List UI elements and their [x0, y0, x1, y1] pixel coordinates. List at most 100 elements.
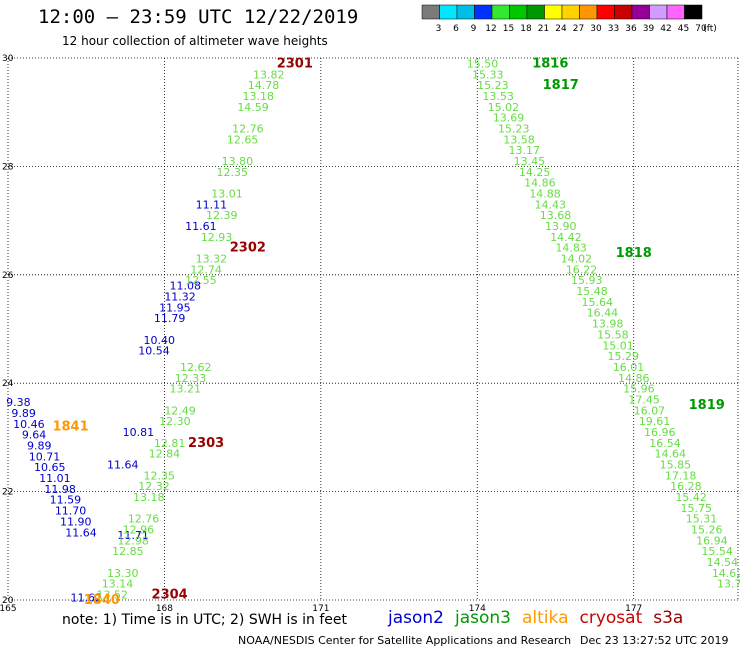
colorbar-label: 39: [643, 24, 655, 34]
colorbar-label: 21: [538, 24, 549, 34]
wave-height-value: 15.85: [660, 459, 692, 472]
x-tick-label: 165: [0, 604, 17, 614]
colorbar-swatch: [561, 4, 580, 20]
wave-height-value: 15.96: [623, 383, 655, 396]
legend-altika: altika: [522, 608, 569, 628]
colorbar-label: 27: [573, 24, 584, 34]
x-tick-label: 171: [312, 604, 329, 614]
x-tick-label: 174: [469, 604, 486, 614]
colorbar-label: 24: [555, 24, 567, 34]
wave-height-value: 15.42: [675, 491, 707, 504]
x-tick-label: 168: [156, 604, 173, 614]
colorbar-label: 9: [471, 24, 477, 34]
y-tick-label: 26: [2, 271, 14, 281]
wave-height-value: 10.71: [29, 450, 61, 463]
colorbar-swatch: [649, 4, 668, 20]
wave-height-value: 9.89: [11, 407, 36, 420]
legend-jason3: jason3: [455, 608, 511, 628]
wave-height-value: 14.59: [237, 101, 269, 114]
colorbar-unit: (ft): [703, 24, 717, 34]
wave-height-value: 16.96: [644, 426, 676, 439]
colorbar-swatch: [526, 4, 545, 20]
wave-height-value: 13.45: [514, 155, 546, 168]
timestamp-text: Dec 23 13:27:52 UTC 2019: [580, 634, 729, 647]
colorbar-label: 6: [453, 24, 459, 34]
colorbar-swatch: [456, 4, 475, 20]
wave-height-value: 15.50: [467, 57, 499, 70]
wave-height-value: 12.84: [149, 448, 181, 461]
wave-height-value: 12.30: [159, 415, 191, 428]
wave-height-value: 10.81: [123, 426, 155, 439]
wave-height-value: 11.64: [107, 459, 139, 472]
wave-height-value: 12.65: [227, 133, 259, 146]
wave-height-value: 14.42: [550, 231, 582, 244]
wave-height-value: 15.01: [602, 339, 634, 352]
wave-height-value: 13.53: [482, 90, 514, 103]
colorbar-swatch: [474, 4, 493, 20]
wave-height-value: 15.23: [477, 79, 509, 92]
wave-height-value: 13.82: [253, 68, 285, 81]
wave-height-value: 10.65: [34, 461, 66, 474]
wave-height-value: 14.62: [712, 567, 740, 580]
colorbar-label: 15: [503, 24, 514, 34]
wave-height-value: 15.64: [581, 296, 613, 309]
wave-height-value: 14.64: [654, 448, 686, 461]
wave-height-value: 10.46: [13, 418, 45, 431]
wave-height-value: 12.98: [117, 534, 149, 547]
wave-height-value: 15.26: [691, 524, 723, 537]
pass-time-label: 2301: [277, 56, 313, 71]
wave-height-value: 11.32: [164, 290, 196, 303]
colorbar-swatch: [544, 4, 563, 20]
pass-time-label: 1819: [689, 398, 725, 413]
wave-height-value: 19.61: [639, 415, 671, 428]
y-tick-label: 24: [2, 379, 14, 389]
wave-height-value: 17.18: [665, 469, 697, 482]
wave-height-value: 11.08: [170, 280, 202, 293]
wave-height-value: 13.98: [592, 318, 624, 331]
wave-height-value: 11.62: [70, 591, 102, 604]
wave-height-value: 13.68: [540, 209, 572, 222]
wave-height-value: 13.80: [222, 155, 254, 168]
wave-height-value: 12.74: [190, 263, 222, 276]
wave-height-value: 15.54: [701, 545, 733, 558]
colorbar-label: 36: [625, 24, 637, 34]
wave-height-value: 17.45: [628, 393, 660, 406]
wave-height-value: 12.76: [128, 513, 160, 526]
wave-height-value: 11.98: [44, 483, 76, 496]
wave-height-value: 12.93: [201, 231, 233, 244]
wave-height-value: 9.64: [22, 429, 47, 442]
satellite-legend: jason2 jason3 altika cryosat s3a: [388, 608, 694, 628]
colorbar-label: 18: [520, 24, 532, 34]
wave-height-value: 11.70: [55, 505, 87, 518]
wave-height-value: 11.95: [159, 301, 191, 314]
wave-height-value: 12.33: [175, 372, 207, 385]
wave-height-value: 11.59: [50, 494, 82, 507]
wave-height-value: 14.86: [618, 372, 650, 385]
wave-height-value: 11.01: [39, 472, 71, 485]
colorbar-swatch: [631, 4, 650, 20]
wave-height-value: 12.39: [206, 209, 238, 222]
wave-height-value: 13.01: [211, 188, 243, 201]
wave-height-value: 15.02: [488, 101, 520, 114]
wave-height-value: 13.30: [107, 567, 139, 580]
colorbar-label: 30: [590, 24, 602, 34]
chart-subtitle: 12 hour collection of altimeter wave hei…: [62, 34, 328, 48]
wave-height-value: 14.43: [535, 198, 567, 211]
wave-height-value: 15.33: [472, 68, 504, 81]
wave-height-value: 11.71: [117, 529, 149, 542]
pass-time-label: 1818: [616, 246, 652, 261]
wave-height-value: 14.25: [519, 166, 551, 179]
wave-height-value: 13.18: [243, 90, 275, 103]
wave-height-value: 16.54: [649, 437, 681, 450]
wave-height-value: 15.58: [597, 328, 629, 341]
colorbar-label: 70: [695, 24, 707, 34]
wave-height-value: 13.90: [545, 220, 577, 233]
pass-time-label: 1816: [532, 56, 568, 71]
wave-height-value: 10.40: [143, 334, 175, 347]
wave-height-value: 15.93: [571, 274, 603, 287]
wave-height-value: 13.58: [503, 133, 535, 146]
wave-height-value: 9.89: [27, 440, 52, 453]
wave-height-value: 11.79: [154, 312, 186, 325]
wave-height-value: 16.94: [696, 534, 728, 547]
